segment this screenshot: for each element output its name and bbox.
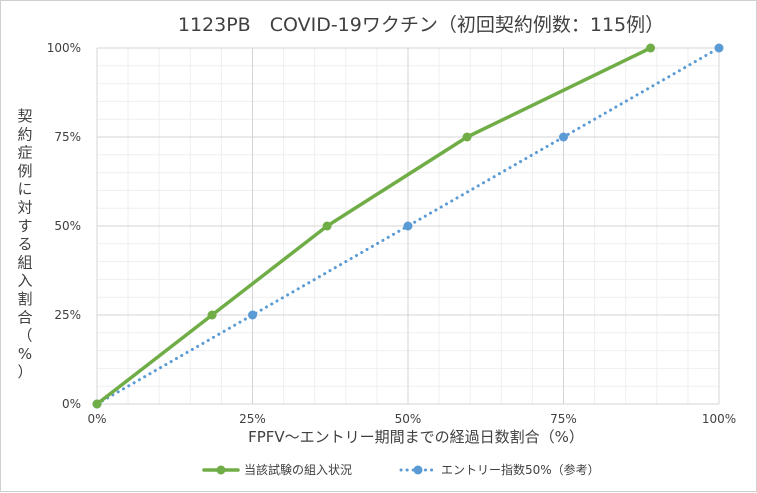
series-line bbox=[95, 46, 721, 406]
y-axis-tick-labels: 0% 25% 50% 75% 100% bbox=[47, 41, 81, 411]
x-tick-label: 25% bbox=[239, 412, 266, 426]
y-axis-title-char: % bbox=[18, 345, 32, 363]
x-tick-label: 75% bbox=[550, 412, 577, 426]
y-axis-title-char: 例 bbox=[17, 162, 32, 180]
y-axis-title-char: 契 bbox=[17, 107, 32, 125]
data-point bbox=[207, 310, 217, 320]
x-axis-tick-labels: 0% 25% 50% 75% 100% bbox=[87, 412, 736, 426]
y-axis-title-char: 合 bbox=[17, 308, 32, 326]
y-tick-label: 100% bbox=[47, 41, 81, 55]
x-tick-label: 50% bbox=[395, 412, 422, 426]
legend-swatch-marker bbox=[216, 465, 226, 475]
data-point bbox=[403, 221, 413, 231]
y-axis-title-char: ） bbox=[17, 363, 32, 381]
data-point bbox=[559, 132, 568, 142]
x-tick-label: 100% bbox=[702, 412, 736, 426]
y-axis-title-char: る bbox=[17, 235, 32, 253]
y-axis-title-char: 対 bbox=[17, 199, 32, 217]
y-axis-title-char: 約 bbox=[17, 125, 32, 143]
data-point bbox=[322, 221, 332, 231]
x-axis-title: FPFV～エントリー期間までの経過日数割合（%） bbox=[248, 428, 584, 446]
series-layer bbox=[92, 43, 724, 409]
y-tick-label: 0% bbox=[62, 397, 81, 411]
y-axis-title-char: 割 bbox=[17, 290, 32, 308]
data-point bbox=[248, 310, 257, 320]
data-point bbox=[714, 43, 724, 53]
y-axis-title-char: 組 bbox=[17, 253, 32, 271]
y-axis-title-char: 入 bbox=[17, 272, 32, 290]
y-axis-title-char: 症 bbox=[17, 144, 32, 162]
data-point bbox=[462, 132, 472, 142]
legend-label: エントリー指数50%（参考） bbox=[441, 462, 600, 477]
y-axis-title-char: （ bbox=[17, 327, 32, 345]
y-tick-label: 25% bbox=[54, 308, 81, 322]
y-tick-label: 50% bbox=[54, 219, 81, 233]
chart-title: 1123PB COVID-19ワクチン（初回契約例数：115例） bbox=[178, 14, 664, 36]
x-tick-label: 0% bbox=[87, 412, 106, 426]
legend-label: 当該試験の組入状況 bbox=[244, 462, 352, 477]
y-axis-title-char: に bbox=[17, 180, 32, 198]
legend-swatch-marker bbox=[413, 465, 423, 475]
data-point bbox=[646, 43, 656, 53]
y-axis-title-char: す bbox=[17, 217, 32, 235]
y-tick-label: 75% bbox=[54, 130, 81, 144]
data-point bbox=[92, 399, 102, 409]
legend: 当該試験の組入状況 エントリー指数50%（参考） bbox=[202, 462, 600, 477]
